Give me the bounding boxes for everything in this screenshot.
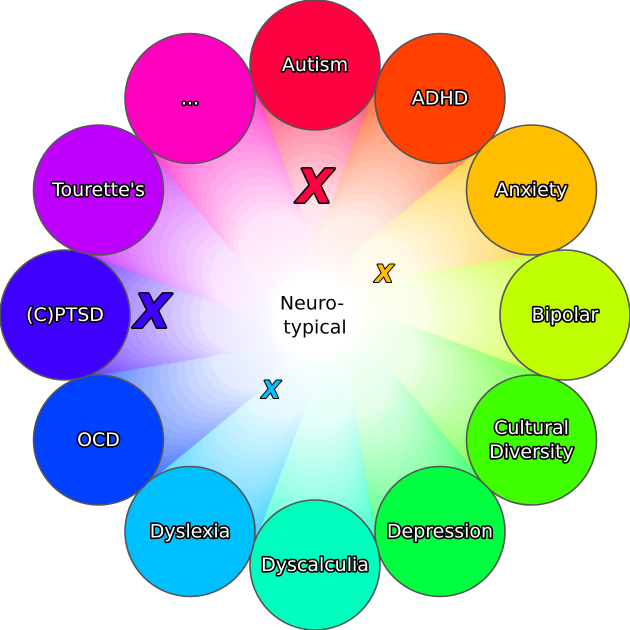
node-dyscalculia: Dyscalculia (249, 499, 381, 630)
node-label-autism: Autism (282, 54, 348, 76)
node-circle-dyslexia (124, 465, 256, 598)
node-circle-bipolar (499, 249, 630, 381)
node-dyslexia: Dyslexia (124, 465, 256, 598)
node-label-line: Diversity (489, 440, 574, 462)
node-depression: Depression (374, 465, 506, 598)
node-label-bipolar: Bipolar (532, 304, 599, 326)
node-label-line: OCD (77, 429, 120, 451)
mark-c-ptsd: X (132, 285, 173, 339)
node-circle-depression (374, 465, 506, 598)
mark-autism: X (294, 160, 335, 214)
node-cultural-diversity: Cultural Diversity (465, 374, 598, 506)
node-label-line: (C)PTSD (26, 304, 104, 326)
node-circle-dyscalculia (249, 499, 381, 630)
node-ocd: OCD (32, 374, 165, 506)
node-label-line: Tourette's (51, 179, 145, 201)
node-circle-tourette-s (32, 124, 165, 256)
node-circle-adhd (374, 32, 506, 165)
node-circle-cultural-diversity (465, 374, 598, 506)
node-tourette-s: Tourette's (32, 124, 165, 256)
node-label-dyslexia: Dyslexia (150, 520, 231, 542)
node-label-adhd: ADHD (412, 87, 469, 109)
node-circle-more (124, 32, 256, 165)
mark-anxiety: X (373, 260, 395, 288)
node-label-line: Bipolar (532, 304, 599, 326)
node-label-more: ... (181, 87, 199, 109)
node-label-cultural-diversity: Cultural Diversity (489, 417, 574, 463)
center-glow (195, 195, 435, 435)
node-label-tourette-s: Tourette's (51, 179, 145, 201)
node-label-line: ADHD (412, 87, 469, 109)
node-autism: Autism (249, 0, 381, 131)
mark-dyslexia: X (260, 376, 282, 404)
node-label-dyscalculia: Dyscalculia (261, 554, 369, 576)
node-anxiety: Anxiety (465, 124, 598, 256)
center-label-line-2: typical (283, 316, 346, 338)
node-bipolar: Bipolar (499, 249, 630, 381)
node-label-line: Anxiety (496, 179, 568, 201)
node-label-line: Dyscalculia (261, 554, 369, 576)
node-label-line: ... (181, 87, 199, 109)
node-label-line: Autism (282, 54, 348, 76)
node-c-ptsd: (C)PTSD (0, 249, 131, 381)
node-label-c-ptsd: (C)PTSD (26, 304, 104, 326)
node-circle-anxiety (465, 124, 598, 256)
node-label-line: Depression (387, 520, 493, 542)
node-label-depression: Depression (387, 520, 493, 542)
node-label-line: Cultural (494, 417, 569, 439)
center-label: Neuro- typical (280, 292, 350, 338)
node-label-line: Dyslexia (150, 520, 231, 542)
node-more: ... (124, 32, 256, 165)
node-circle-autism (249, 0, 381, 131)
node-adhd: ADHD (374, 32, 506, 165)
node-label-ocd: OCD (77, 429, 120, 451)
position-marks: X X X X (130, 158, 396, 405)
node-circle-ocd (32, 374, 165, 506)
node-circle-c-ptsd (0, 249, 131, 381)
center-label-line-1: Neuro- (280, 292, 344, 314)
node-label-anxiety: Anxiety (496, 179, 568, 201)
